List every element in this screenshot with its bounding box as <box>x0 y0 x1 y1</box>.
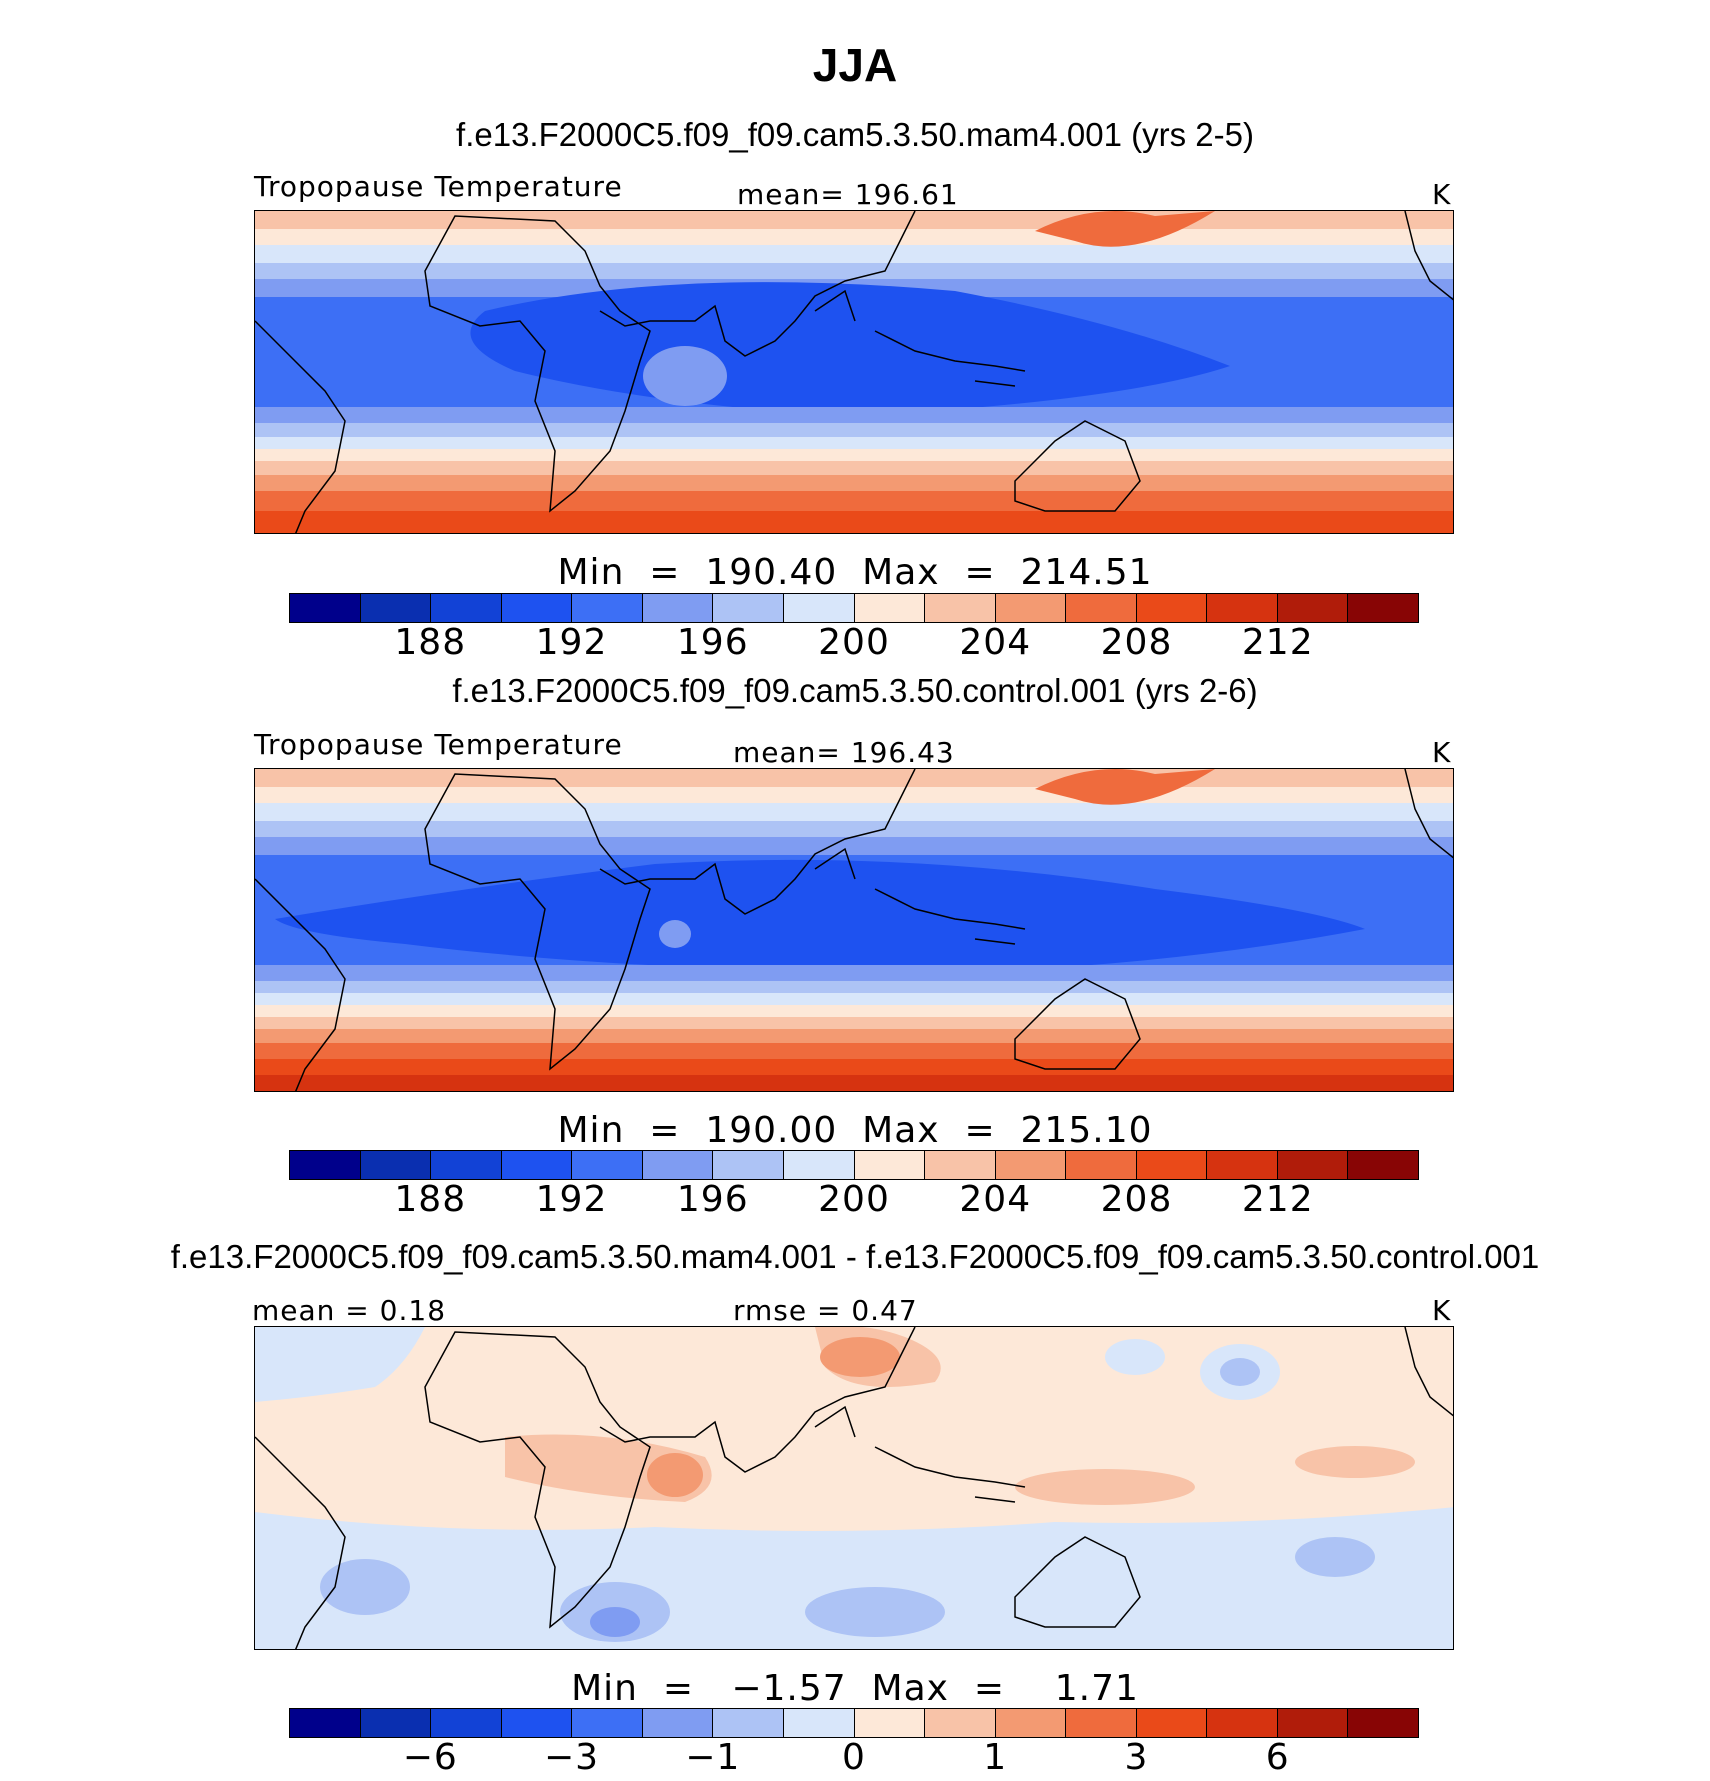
panel-1-map <box>254 210 1454 534</box>
colorbar-swatch <box>501 1151 573 1179</box>
panel-2-colorbar-ticks: 188 192 196 200 204 208 212 <box>289 1179 1419 1223</box>
colorbar-swatch <box>1207 1151 1278 1179</box>
colorbar-tick-label: 212 <box>1241 622 1314 663</box>
panel-1-units: K <box>1432 178 1452 211</box>
panel-3-units: K <box>1432 1294 1452 1327</box>
colorbar-swatch <box>1066 1709 1137 1737</box>
colorbar-swatch <box>854 1151 926 1179</box>
colorbar-tick-label: 200 <box>818 622 890 663</box>
colorbar-swatch <box>854 594 926 622</box>
colorbar-tick-label: 192 <box>535 622 608 663</box>
figure-title: JJA <box>812 39 898 91</box>
colorbar-swatch <box>431 594 502 622</box>
colorbar-swatch <box>290 1151 361 1179</box>
colorbar-swatch <box>1348 1151 1418 1179</box>
colorbar-tick-label: 208 <box>1100 1179 1173 1220</box>
colorbar-swatch <box>995 1151 1067 1179</box>
colorbar-tick-label: 0 <box>842 1737 866 1778</box>
panel-2-minmax: Min = 190.00 Max = 215.10 <box>557 1110 1153 1151</box>
colorbar-swatch <box>854 1709 926 1737</box>
colorbar-swatch <box>995 594 1067 622</box>
colorbar-swatch <box>572 1709 643 1737</box>
colorbar-tick-label: 188 <box>394 1179 467 1220</box>
panel-1-colorbar <box>289 593 1419 623</box>
colorbar-swatch <box>501 1709 573 1737</box>
colorbar-swatch <box>783 594 855 622</box>
colorbar-swatch <box>431 1709 502 1737</box>
colorbar-tick-label: 6 <box>1265 1737 1290 1778</box>
panel-1-title: f.e13.F2000C5.f09_f09.cam5.3.50.mam4.001… <box>456 116 1254 153</box>
panel-3-colorbar <box>289 1708 1419 1738</box>
colorbar-swatch <box>713 1151 784 1179</box>
colorbar-swatch <box>290 1709 361 1737</box>
panel-1-colorbar-ticks: 188 192 196 200 204 208 212 <box>289 622 1419 666</box>
panel-3-title: f.e13.F2000C5.f09_f09.cam5.3.50.mam4.001… <box>170 1238 1540 1275</box>
colorbar-tick-label: 1 <box>983 1737 1008 1778</box>
colorbar-swatch <box>1207 1709 1278 1737</box>
panel-2-contour-field <box>255 769 1453 1091</box>
panel-2-title: f.e13.F2000C5.f09_f09.cam5.3.50.control.… <box>452 672 1258 709</box>
colorbar-swatch <box>501 594 573 622</box>
panel-1-contour-field <box>255 211 1453 533</box>
colorbar-swatch <box>713 594 784 622</box>
colorbar-tick-label: −1 <box>685 1737 741 1778</box>
colorbar-swatch <box>1277 1151 1349 1179</box>
panel-3-contour-field <box>255 1327 1453 1649</box>
colorbar-swatch <box>713 1709 784 1737</box>
panel-3-colorbar-ticks: −6 −3 −1 0 1 3 6 <box>289 1737 1419 1781</box>
panel-3-map <box>254 1326 1454 1650</box>
panel-2-mean-label: mean= 196.43 <box>733 736 955 769</box>
colorbar-swatch <box>783 1709 855 1737</box>
panel-2-variable-label: Tropopause Temperature <box>254 728 623 761</box>
colorbar-tick-label: 204 <box>959 1179 1032 1220</box>
colorbar-swatch <box>642 1151 714 1179</box>
colorbar-swatch <box>1136 1709 1208 1737</box>
colorbar-swatch <box>1136 1151 1208 1179</box>
panel-3-minmax: Min = −1.57 Max = 1.71 <box>571 1668 1139 1709</box>
colorbar-swatch <box>1136 594 1208 622</box>
colorbar-tick-label: 188 <box>394 622 467 663</box>
panel-1-mean-label: mean= 196.61 <box>737 178 959 211</box>
panel-2-colorbar <box>289 1150 1419 1180</box>
colorbar-swatch <box>1207 594 1278 622</box>
colorbar-swatch <box>995 1709 1067 1737</box>
colorbar-tick-label: 196 <box>676 1179 749 1220</box>
colorbar-swatch <box>925 1151 996 1179</box>
panel-3-rmse-label: rmse = 0.47 <box>733 1294 918 1327</box>
colorbar-swatch <box>360 594 432 622</box>
colorbar-swatch <box>642 594 714 622</box>
colorbar-tick-label: 204 <box>959 622 1032 663</box>
panel-2-units: K <box>1432 736 1452 769</box>
colorbar-tick-label: −6 <box>402 1737 458 1778</box>
colorbar-swatch <box>1277 1709 1349 1737</box>
colorbar-swatch <box>431 1151 502 1179</box>
colorbar-swatch <box>1066 1151 1137 1179</box>
colorbar-swatch <box>572 594 643 622</box>
colorbar-swatch <box>925 1709 996 1737</box>
colorbar-tick-label: 200 <box>818 1179 890 1220</box>
colorbar-swatch <box>1277 594 1349 622</box>
colorbar-tick-label: 212 <box>1241 1179 1314 1220</box>
panel-1-minmax: Min = 190.40 Max = 214.51 <box>557 552 1153 593</box>
colorbar-swatch <box>1348 594 1418 622</box>
colorbar-swatch <box>783 1151 855 1179</box>
colorbar-tick-label: 192 <box>535 1179 608 1220</box>
colorbar-swatch <box>925 594 996 622</box>
colorbar-swatch <box>290 594 361 622</box>
colorbar-swatch <box>1348 1709 1418 1737</box>
panel-2-map <box>254 768 1454 1092</box>
colorbar-tick-label: 208 <box>1100 622 1173 663</box>
colorbar-swatch <box>360 1151 432 1179</box>
colorbar-swatch <box>572 1151 643 1179</box>
colorbar-swatch <box>1066 594 1137 622</box>
colorbar-swatch <box>360 1709 432 1737</box>
colorbar-tick-label: 3 <box>1124 1737 1149 1778</box>
panel-1-variable-label: Tropopause Temperature <box>254 170 623 203</box>
panel-3-mean-label: mean = 0.18 <box>252 1294 447 1327</box>
colorbar-tick-label: −3 <box>543 1737 600 1778</box>
colorbar-tick-label: 196 <box>676 622 749 663</box>
colorbar-swatch <box>642 1709 714 1737</box>
